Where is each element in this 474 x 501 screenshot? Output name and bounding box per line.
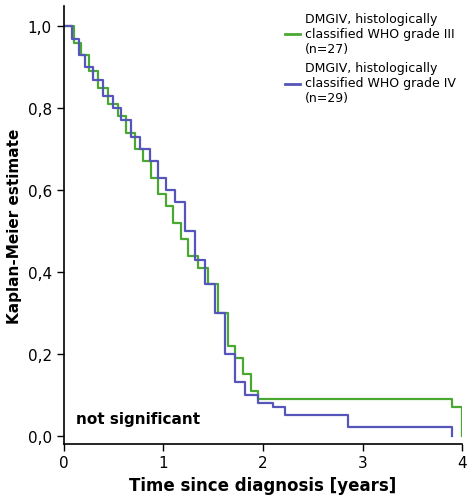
X-axis label: Time since diagnosis [years]: Time since diagnosis [years]	[129, 476, 397, 494]
Text: not significant: not significant	[75, 411, 200, 426]
Legend: DMGIV, histologically
classified WHO grade III
(n=27), DMGIV, histologically
cla: DMGIV, histologically classified WHO gra…	[285, 13, 456, 105]
Y-axis label: Kaplan-Meier estimate: Kaplan-Meier estimate	[7, 128, 22, 323]
